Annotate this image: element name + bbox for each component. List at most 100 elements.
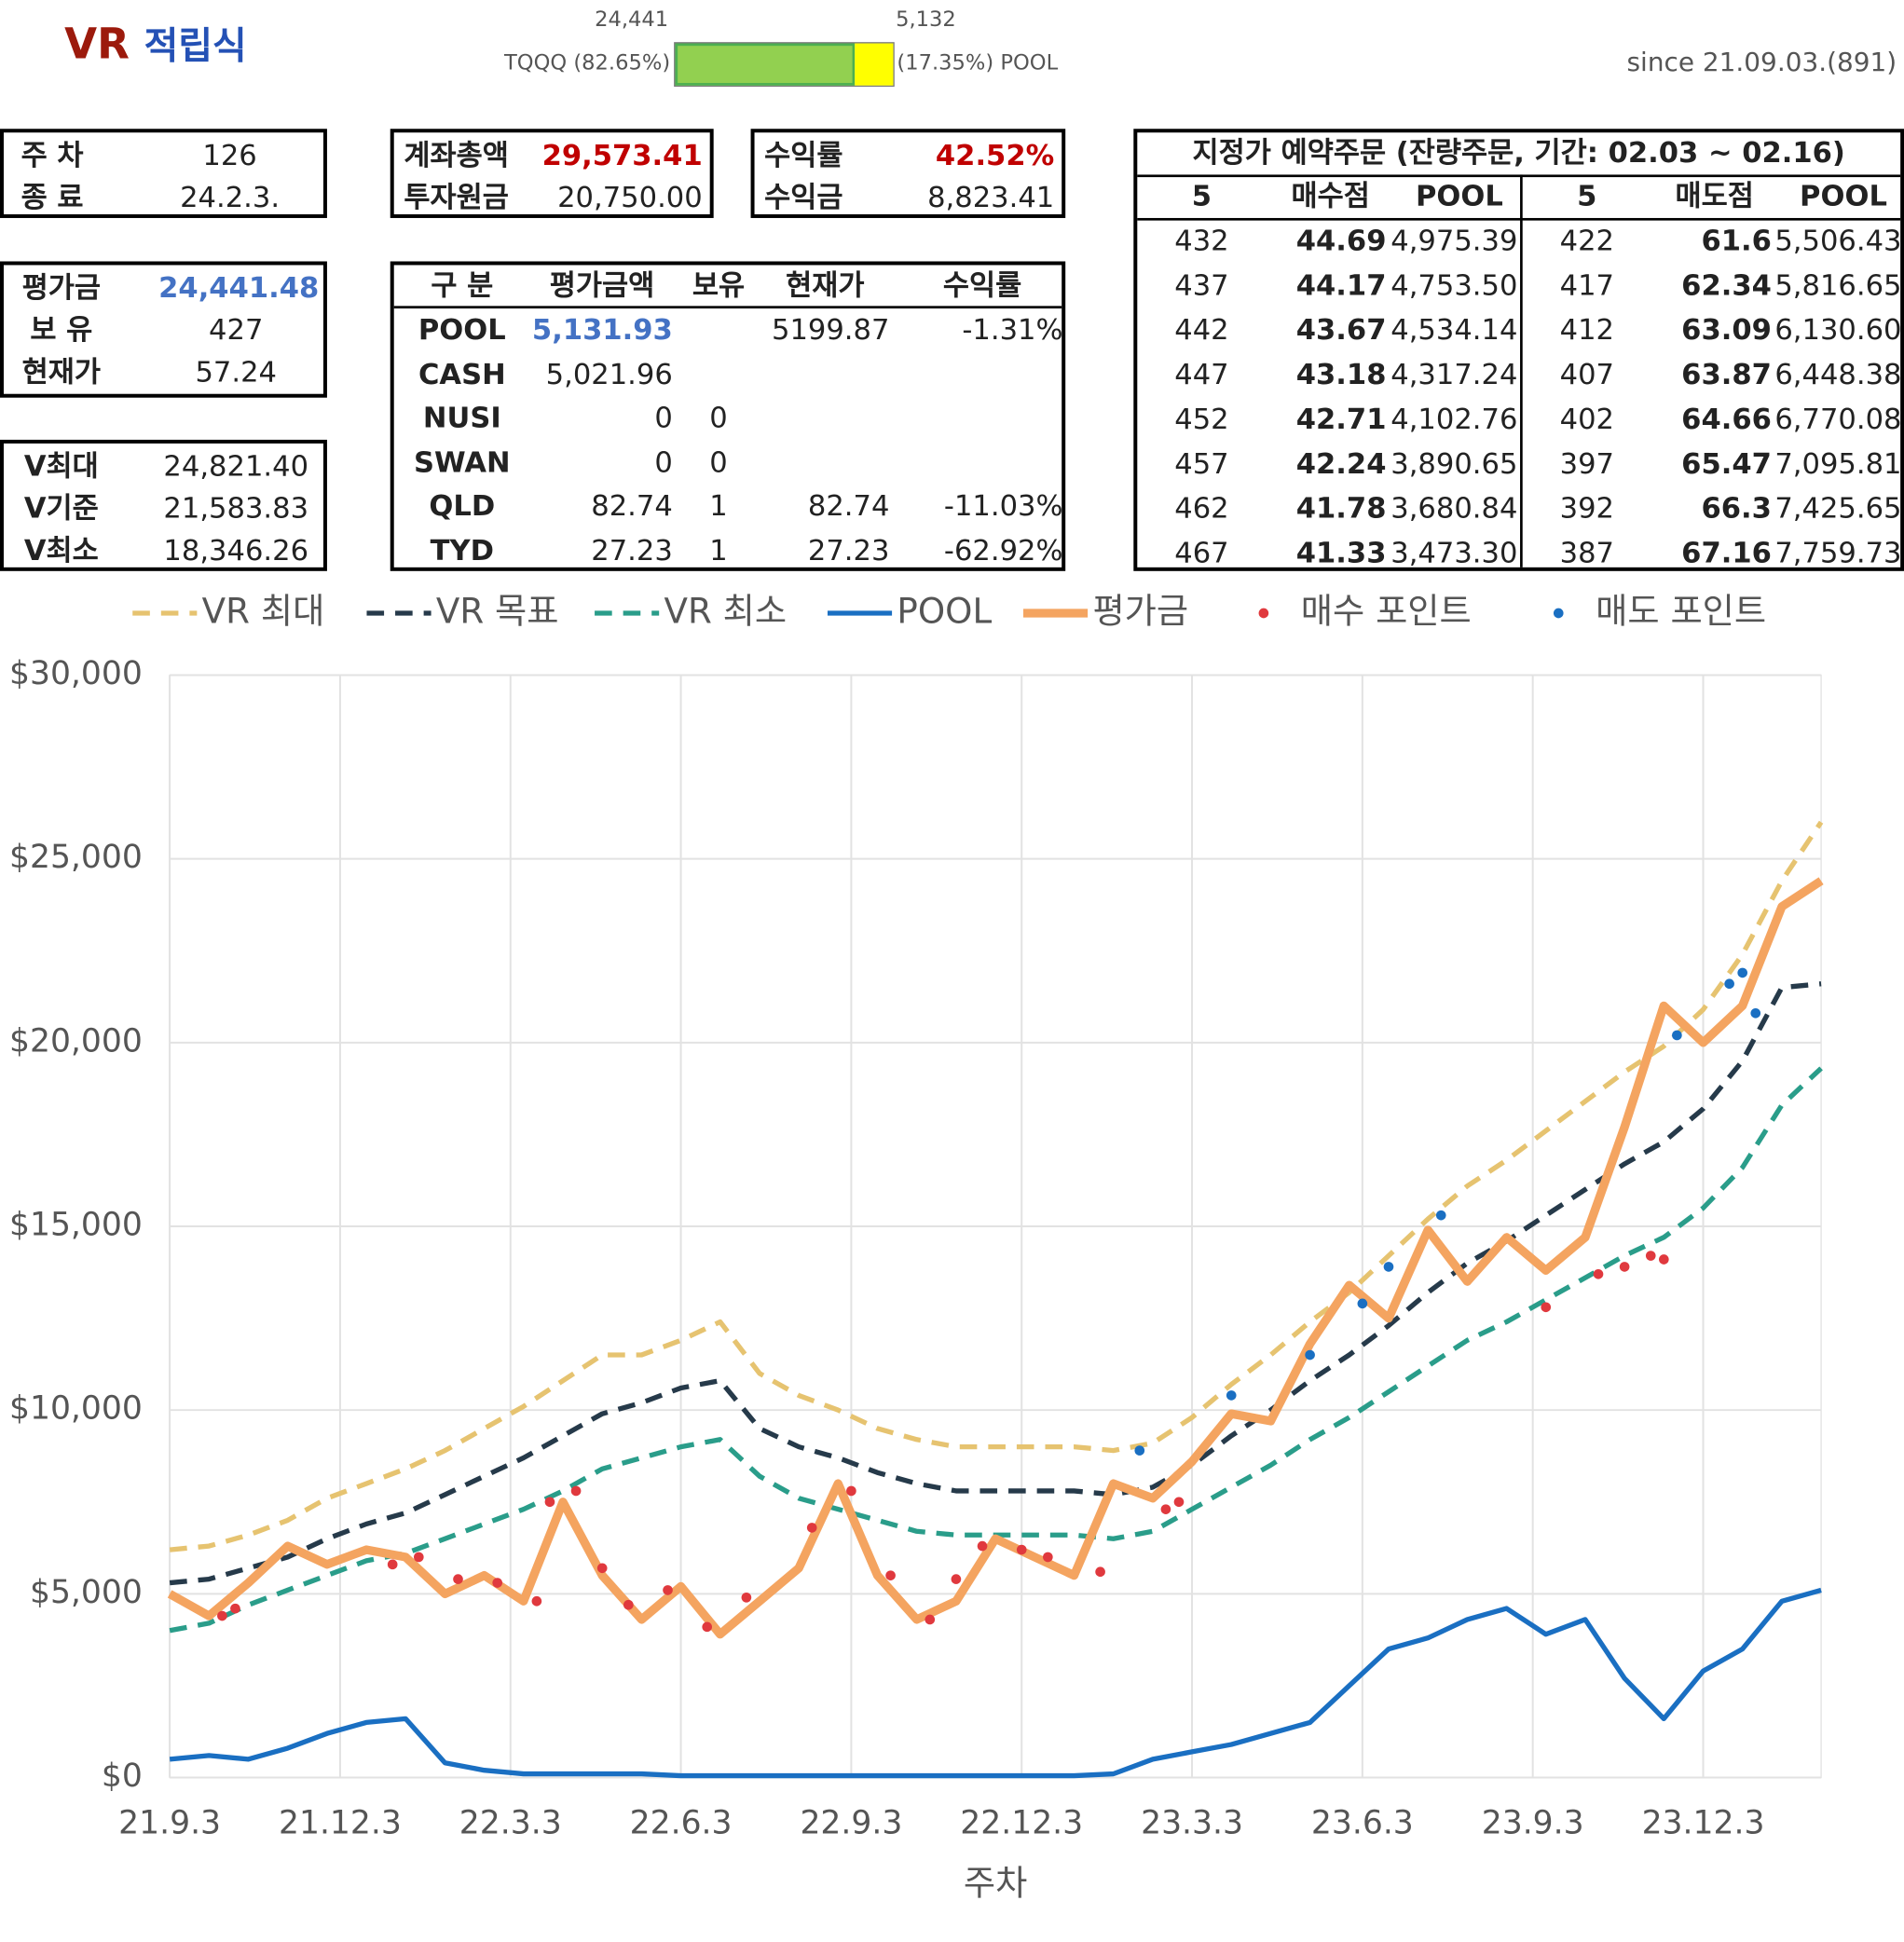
box-label: 보 유 [30,314,93,348]
holdings-cell: 27.23 [591,534,673,568]
point-marker [925,1614,936,1625]
alloc-bar [674,42,895,88]
since: since 21.09.03.(891) [1626,47,1897,77]
holdings-cell: 1 [709,534,728,568]
orders-cell: 4,534.14 [1390,314,1518,348]
chart: $0 $5,000 $10,000 $15,000 $20,000 $25,000 $30,… [9,591,1824,1904]
holdings-header: 수익률 [942,269,1022,303]
legend-label: VR 목표 [436,591,559,632]
box-label: 평가금 [21,272,101,306]
point-marker [1305,1349,1315,1361]
box-value: 126 [202,140,257,172]
y-tick-label: $30,000 [9,655,143,692]
rule [1137,217,1901,221]
info-box: V최대 24,821.40 V기준 21,583.83 V최소 18,346.26 [0,439,327,571]
holdings-cell: SWAN [414,446,511,479]
title: VR 적립식 [64,15,247,69]
point-marker [951,1574,962,1584]
orders-cell: 3,680.84 [1390,493,1518,526]
point-marker [741,1592,752,1603]
divider [1520,174,1523,568]
holdings-cell: 5,131.93 [531,314,673,348]
holdings-cell: 1 [709,490,728,523]
legend-marker [1553,608,1564,619]
point-marker [1435,1210,1446,1221]
title-b: 적립식 [144,24,247,69]
point-marker [663,1585,673,1595]
orders-cell: 402 [1559,403,1615,436]
holdings-cell: NUSI [422,403,501,435]
point-marker [1226,1390,1237,1401]
point-marker [806,1523,817,1533]
y-tick-label: $25,000 [9,839,143,876]
alloc-left-label: TQQQ (82.65%) [503,50,671,76]
point-marker [1750,1007,1761,1019]
orders-cell: 5,506.43 [1774,225,1902,258]
point-marker [492,1578,503,1588]
orders-header: 매수점 [1291,181,1370,213]
orders-cell: 41.33 [1295,537,1387,570]
box-label: 투자원금 [404,182,509,214]
point-marker [1619,1262,1630,1272]
x-tick-label: 23.6.3 [1311,1805,1414,1842]
orders-cell: 462 [1174,493,1229,526]
holdings-cell: 0 [709,446,728,479]
info-box: 수익률 42.52% 수익금 8,823.41 [750,129,1066,218]
series-line [169,981,1822,1586]
legend-label: VR 최대 [202,591,325,632]
alloc-left-value: 24,441 [595,7,669,33]
x-tick-label: 23.9.3 [1482,1805,1584,1842]
holdings-cell: 82.74 [591,490,673,523]
alloc-right [855,43,894,86]
orders-cell: 452 [1174,403,1229,436]
legend-marker [1258,608,1269,619]
holdings-cell: -11.03% [943,490,1063,523]
orders-cell: 417 [1559,269,1615,303]
orders-cell: 4,317.24 [1390,359,1518,392]
point-marker [1173,1497,1185,1508]
orders-cell: 3,890.65 [1390,448,1518,481]
orders-cell: 442 [1174,314,1229,348]
legend-label: 매수 포인트 [1301,591,1472,632]
point-marker [702,1621,713,1633]
orders-header: POOL [1415,181,1503,213]
holdings-header: 보유 [692,269,746,303]
point-marker [413,1552,424,1563]
orders-header: 5 [1577,181,1597,213]
box-value: 24.2.3. [180,182,281,214]
orders-cell: 6,130.60 [1774,314,1902,348]
holdings-cell: 0 [709,403,728,435]
holdings-cell: POOL [418,314,506,348]
orders-cell: 407 [1559,359,1615,392]
orders-cell: 4,753.50 [1390,269,1518,303]
orders-cell: 392 [1559,493,1615,526]
point-marker [570,1485,582,1497]
legend-label: 매도 포인트 [1596,591,1766,632]
orders-cell: 4,102.76 [1390,403,1518,436]
orders-cell: 432 [1174,225,1229,258]
y-tick-label: $10,000 [9,1390,143,1428]
orders-cell: 43.18 [1295,359,1387,392]
orders-cell: 65.47 [1681,448,1772,481]
orders-header: POOL [1800,181,1887,213]
orders-cell: 7,425.65 [1774,493,1902,526]
y-tick-label: $5,000 [30,1574,143,1611]
y-tick-label: $0 [102,1757,143,1795]
holdings-cell: TYD [430,534,495,568]
orders-cell: 4,975.39 [1390,225,1518,258]
orders-cell: 7,759.73 [1774,537,1902,570]
point-marker [1724,978,1734,990]
info-box: 계좌총액 29,573.41 투자원금 20,750.00 [390,129,714,218]
holdings-header: 구 분 [431,269,494,303]
orders-header: 5 [1191,181,1212,213]
point-marker [1672,1030,1682,1041]
box-value: 427 [209,314,264,348]
box-label: 종 료 [21,182,84,214]
point-marker [1541,1302,1552,1313]
holdings-header: 현재가 [786,269,865,303]
rule [1137,174,1901,178]
point-marker [1357,1298,1368,1309]
info-box: 평가금 24,441.48 보 유 427 현재가 57.24 [0,261,327,398]
